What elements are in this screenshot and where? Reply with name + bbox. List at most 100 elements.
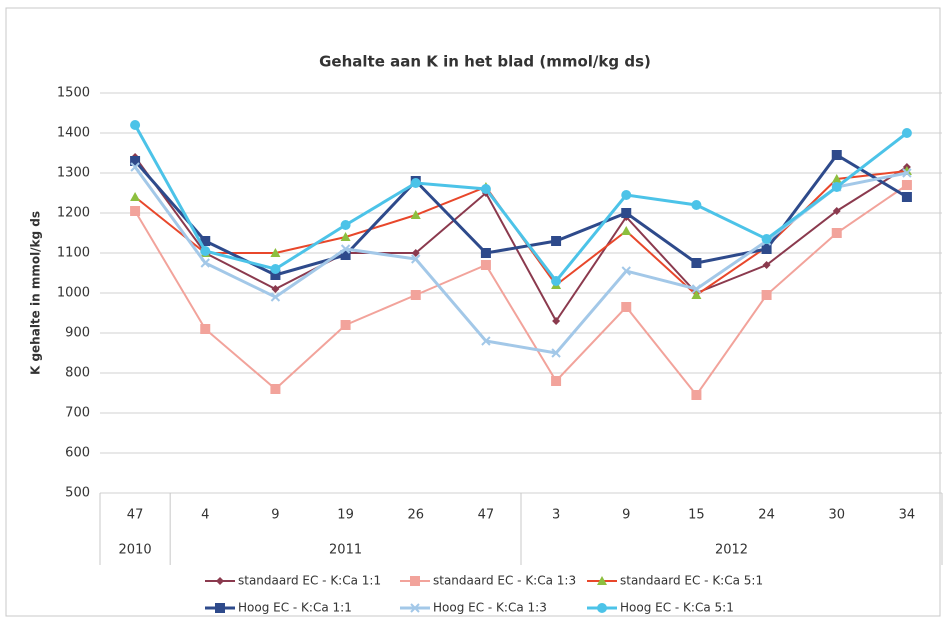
chart-frame: [5, 7, 941, 617]
marker: [411, 249, 420, 257]
marker: [410, 576, 420, 586]
marker: [831, 174, 842, 183]
y-tick-label: 600: [65, 446, 90, 461]
marker: [621, 208, 632, 218]
y-tick-label: 1300: [57, 166, 90, 181]
marker: [340, 320, 351, 330]
marker: [901, 192, 912, 202]
marker: [621, 266, 631, 276]
marker: [551, 376, 562, 386]
marker: [480, 260, 491, 270]
marker: [831, 150, 842, 160]
marker: [130, 120, 141, 130]
x-tick-label: 24: [758, 508, 775, 523]
marker: [410, 603, 420, 613]
x-tick-label: 3: [552, 508, 560, 523]
marker: [340, 220, 351, 230]
marker: [901, 180, 912, 190]
marker: [480, 248, 491, 258]
marker: [271, 285, 280, 293]
x-tick-label: 47: [127, 508, 144, 523]
y-tick-label: 1500: [57, 86, 90, 101]
marker: [215, 603, 225, 613]
marker: [831, 228, 842, 238]
legend-label: Hoog EC - K:Ca 1:1: [238, 601, 352, 615]
y-tick-label: 1400: [57, 126, 90, 141]
marker: [340, 244, 351, 254]
marker: [621, 302, 632, 312]
marker: [902, 168, 912, 178]
marker: [410, 210, 421, 219]
marker: [130, 206, 141, 216]
x-group-label: 2012: [715, 543, 748, 558]
marker: [270, 384, 281, 394]
series-line: [134, 156, 908, 323]
marker: [480, 184, 491, 194]
x-group-label: 2010: [119, 543, 152, 558]
marker: [761, 234, 772, 244]
legend-label: standaard EC - K:Ca 1:3: [433, 574, 576, 588]
marker: [831, 182, 842, 192]
marker: [832, 207, 841, 215]
marker: [340, 232, 351, 241]
marker: [691, 258, 702, 268]
marker: [216, 577, 224, 585]
x-tick-label: 47: [478, 508, 495, 523]
marker: [340, 250, 351, 260]
legend-label: Hoog EC - K:Ca 5:1: [620, 601, 734, 615]
marker: [200, 324, 211, 334]
legend-label: standaard EC - K:Ca 5:1: [620, 574, 763, 588]
y-tick-label: 800: [65, 366, 90, 381]
marker: [410, 178, 421, 188]
y-tick-label: 700: [65, 406, 90, 421]
marker: [621, 190, 632, 200]
x-tick-label: 15: [688, 508, 705, 523]
marker: [621, 226, 632, 235]
legend-label: Hoog EC - K:Ca 1:3: [433, 601, 547, 615]
marker: [901, 128, 912, 138]
marker: [410, 290, 421, 300]
marker: [691, 390, 702, 400]
chart-title: Gehalte aan K in het blad (mmol/kg ds): [319, 53, 651, 71]
marker: [200, 258, 210, 268]
marker: [551, 236, 562, 246]
marker: [411, 254, 421, 264]
marker: [551, 276, 562, 286]
y-axis-label: K gehalte in mmol/kg ds: [29, 211, 43, 375]
marker: [200, 236, 211, 246]
marker: [130, 162, 140, 172]
marker: [691, 284, 702, 294]
y-tick-label: 1100: [57, 246, 90, 261]
marker: [691, 290, 702, 299]
marker: [200, 246, 211, 256]
x-tick-label: 34: [899, 508, 916, 523]
x-tick-label: 4: [201, 508, 209, 523]
x-tick-label: 19: [337, 508, 354, 523]
series-line: [134, 184, 908, 397]
marker: [130, 192, 141, 201]
marker: [761, 244, 772, 254]
series-line: [133, 124, 908, 284]
x-tick-label: 9: [622, 508, 630, 523]
y-tick-label: 500: [65, 486, 90, 501]
marker: [270, 248, 281, 257]
marker: [761, 290, 772, 300]
x-group-label: 2011: [329, 543, 362, 558]
marker: [691, 200, 702, 210]
marker: [270, 292, 281, 302]
marker: [762, 261, 771, 269]
x-tick-label: 30: [828, 508, 845, 523]
x-tick-label: 26: [407, 508, 424, 523]
marker: [130, 156, 141, 166]
legend-label: standaard EC - K:Ca 1:1: [238, 574, 381, 588]
marker: [597, 576, 607, 585]
marker: [551, 348, 561, 358]
marker: [270, 264, 281, 274]
y-tick-label: 1000: [57, 286, 90, 301]
y-tick-label: 900: [65, 326, 90, 341]
x-tick-label: 9: [271, 508, 279, 523]
marker: [270, 270, 281, 280]
y-tick-label: 1200: [57, 206, 90, 221]
marker: [481, 336, 491, 346]
